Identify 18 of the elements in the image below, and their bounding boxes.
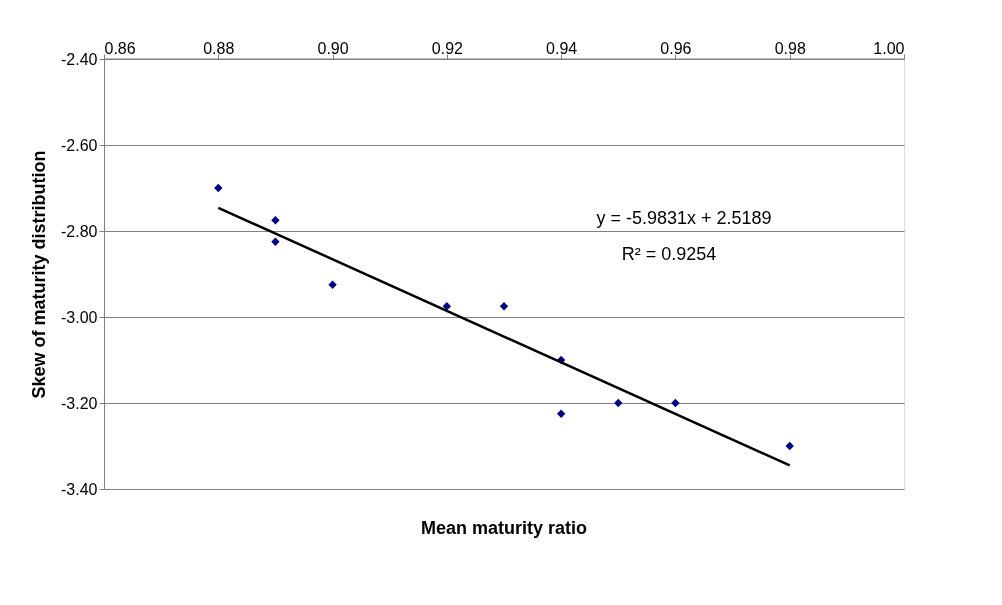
x-tick-label: 0.88: [203, 39, 235, 57]
y-tick-label: -3.00: [61, 308, 98, 326]
x-tick-label: 0.90: [317, 39, 349, 57]
y-tick-label: -2.40: [61, 50, 98, 68]
y-tick-label: -2.60: [61, 136, 98, 154]
x-tick-label: 1.00: [873, 39, 905, 57]
y-tick-label: -3.40: [61, 480, 98, 498]
x-tick-label: 0.96: [660, 39, 692, 57]
annotation: R² = 0.9254: [621, 244, 717, 264]
x-tick-label: 0.86: [104, 39, 136, 57]
annotation: y = -5.9831x + 2.5189: [596, 208, 772, 228]
x-tick-label: 0.98: [774, 39, 806, 57]
x-tick-label: 0.92: [431, 39, 464, 57]
y-tick-label: -3.20: [61, 394, 98, 412]
y-axis-title: Skew of maturity distribution: [29, 150, 50, 399]
y-tick-label: -2.80: [61, 222, 98, 240]
x-tick-label: 0.94: [546, 39, 578, 57]
x-axis-title: Mean maturity ratio: [420, 518, 588, 538]
